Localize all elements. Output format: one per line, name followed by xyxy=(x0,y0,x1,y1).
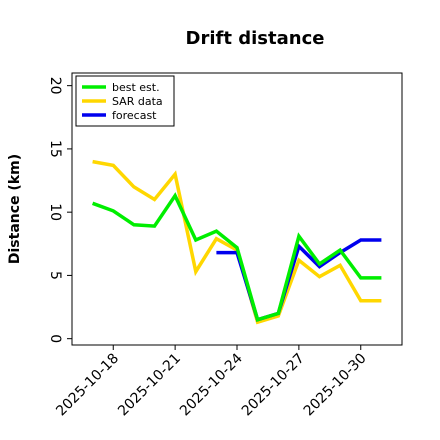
x-tick-label: 2025-10-30 xyxy=(301,351,370,420)
legend-label: SAR data xyxy=(112,95,163,108)
x-axis-ticks: 2025-10-182025-10-212025-10-242025-10-27… xyxy=(53,345,370,420)
series-line-sar-data xyxy=(92,159,382,325)
y-axis-ticks: 0 5 10 15 20 xyxy=(47,77,72,343)
y-axis-label: Distance (km) xyxy=(7,154,23,264)
y-tick-label: 20 xyxy=(47,77,63,95)
y-tick-label: 10 xyxy=(47,203,63,221)
x-tick-label: 2025-10-27 xyxy=(239,351,308,420)
y-tick-label: 15 xyxy=(47,140,63,158)
series-line-best-est xyxy=(91,192,382,322)
legend-label: best est. xyxy=(112,81,160,94)
x-tick-label: 2025-10-24 xyxy=(177,350,246,419)
y-tick-label: 5 xyxy=(47,271,63,280)
x-tick-label: 2025-10-18 xyxy=(53,351,122,420)
chart-title: Drift distance xyxy=(186,28,325,49)
legend-label: forecast xyxy=(112,109,157,122)
x-tick-label: 2025-10-21 xyxy=(115,351,184,420)
y-tick-label: 0 xyxy=(47,334,63,343)
series-layer xyxy=(91,159,382,325)
